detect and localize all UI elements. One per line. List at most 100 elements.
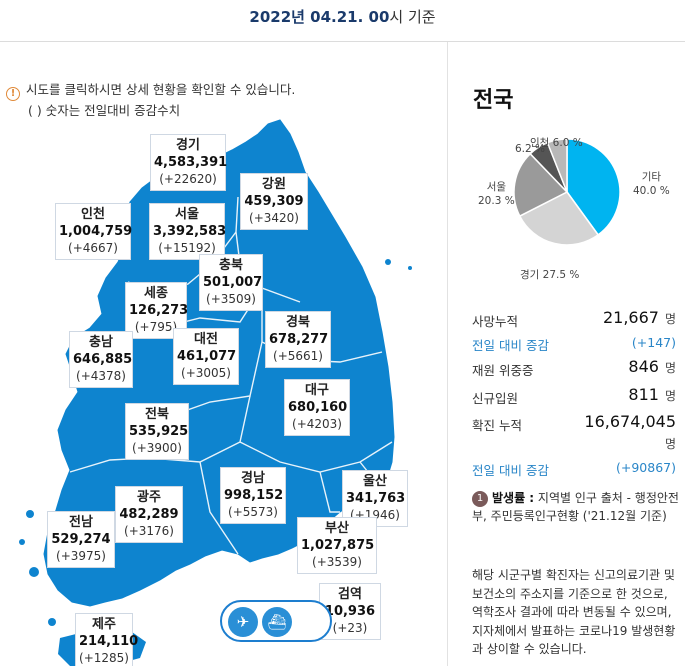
region-name: 인천	[81, 207, 105, 222]
region-seoul[interactable]: 서울 3,392,583 (+15192)	[150, 204, 226, 259]
region-gyeonggi[interactable]: 경기 4,583,391 (+22620)	[151, 135, 228, 190]
region-name: 부산	[325, 521, 349, 536]
region-diff: (+3005)	[181, 366, 231, 380]
region-value: 646,885	[73, 352, 133, 367]
pie-slice[interactable]	[546, 138, 568, 193]
region-jeonbuk[interactable]: 전북 535,925 (+3900)	[126, 404, 188, 459]
stat-value: 16,674,045	[584, 412, 676, 431]
stat-value: 846	[628, 357, 659, 376]
quarantine-transport-badge[interactable]: ✈ ⛴	[220, 600, 332, 642]
region-busan[interactable]: 부산 1,027,875 (+3539)	[298, 518, 376, 573]
region-diff: (+3900)	[132, 441, 182, 455]
pie-label-etc: 기타 40.0 %	[633, 170, 670, 198]
pie-slice[interactable]	[513, 152, 569, 218]
region-name: 경남	[241, 471, 265, 486]
region-name: 전남	[69, 515, 93, 530]
ship-icon: ⛴	[262, 607, 292, 637]
pie-label-name: 기타	[641, 171, 662, 183]
island	[26, 510, 34, 518]
footnote-text: 지역별 인구 출처 - 행정안전부, 주민등록인구현황 ('21.12월 기준)	[472, 491, 679, 523]
national-title: 전국	[473, 88, 514, 113]
region-value: 1,004,759	[59, 224, 133, 239]
header: 2022년 04.21. 00시 기준	[0, 0, 685, 42]
footnote-incidence: 1 발생률 : 지역별 인구 출처 - 행정안전부, 주민등록인구현황 ('21.…	[472, 489, 682, 525]
region-daegu[interactable]: 대구 680,160 (+4203)	[285, 380, 349, 435]
region-diff: (+1285)	[79, 651, 129, 665]
region-value: 4,583,391	[154, 155, 228, 170]
stat-confirmed: 확진 누적 16,674,045 명	[472, 412, 676, 455]
region-diff: (+3975)	[56, 549, 106, 563]
pie-label-pct: 6.2 %	[515, 143, 546, 155]
region-value: 680,160	[288, 400, 348, 415]
pie-label-name: 경기	[520, 269, 540, 281]
island	[385, 259, 391, 265]
date-value: 2022년 04.21. 00	[249, 8, 390, 26]
stat-value: (+147)	[631, 335, 676, 350]
info-line-1: 시도를 클릭하시면 상세 현황을 확인할 수 있습니다.	[26, 82, 296, 97]
stat-unit: 명	[664, 389, 676, 403]
stat-value-wrap: 811 명	[628, 385, 676, 404]
region-name: 제주	[92, 617, 116, 632]
region-diff: (+4378)	[76, 369, 126, 383]
region-value: 459,309	[244, 194, 304, 209]
stat-label: 재원 위중증	[472, 363, 534, 378]
region-diff: (+22620)	[159, 172, 217, 186]
region-value: 10,936	[324, 604, 376, 619]
region-diff: (+23)	[332, 621, 368, 635]
national-panel: 전국 기타 40.0 % 경기 27.5 % 서울 20.3 % 6.2 % 인…	[447, 42, 685, 666]
region-diff: (+795)	[134, 320, 178, 334]
region-name: 전북	[145, 407, 169, 422]
region-diff: (+3176)	[124, 524, 174, 538]
region-share-pie	[513, 138, 621, 246]
region-name: 경기	[176, 138, 200, 153]
region-name: 서울	[175, 207, 199, 222]
region-value: 535,925	[129, 424, 189, 439]
stat-label: 전일 대비 증감	[472, 338, 549, 353]
region-diff: (+4667)	[68, 241, 118, 255]
island	[29, 567, 39, 577]
stat-value-wrap: 846 명	[628, 357, 676, 376]
region-diff: (+15192)	[158, 241, 216, 255]
region-incheon[interactable]: 인천 1,004,759 (+4667)	[56, 204, 133, 259]
region-ulsan[interactable]: 울산 341,763 (+1946)	[343, 471, 407, 526]
region-chungbuk[interactable]: 충북 501,007 (+3509)	[200, 255, 262, 310]
region-name: 대구	[305, 383, 329, 398]
region-sejong[interactable]: 세종 126,273 (+795)	[126, 283, 188, 338]
stat-label: 사망누적	[472, 314, 519, 329]
region-name: 세종	[144, 286, 168, 301]
stat-value-wrap: 21,667 명	[603, 308, 676, 327]
region-daejeon[interactable]: 대전 461,077 (+3005)	[174, 329, 238, 384]
region-gwangju[interactable]: 광주 482,289 (+3176)	[116, 487, 182, 542]
region-name: 광주	[137, 490, 161, 505]
airplane-icon: ✈	[228, 607, 258, 637]
region-value: 1,027,875	[301, 538, 375, 553]
stat-label: 신규입원	[472, 391, 519, 406]
pie-label-name: 서울	[486, 181, 507, 193]
region-value: 678,277	[269, 332, 329, 347]
stat-unit: 명	[664, 312, 676, 326]
region-gangwon[interactable]: 강원 459,309 (+3420)	[241, 174, 307, 229]
stat-label: 전일 대비 증감	[472, 463, 549, 478]
region-diff: (+3539)	[312, 555, 362, 569]
region-jeonnam[interactable]: 전남 529,274 (+3975)	[48, 512, 114, 567]
region-name: 대전	[194, 332, 218, 347]
pie-label-other-pct: 6.2 %	[515, 142, 545, 156]
island	[19, 539, 25, 545]
stat-unit: 명	[664, 437, 676, 451]
region-value: 482,289	[119, 507, 179, 522]
footnote-bold: 발생률 :	[492, 491, 535, 505]
pie-label-pct: 6.0 %	[552, 137, 583, 149]
region-gyeongbuk[interactable]: 경북 678,277 (+5661)	[266, 312, 330, 367]
pie-label-pct: 27.5 %	[542, 269, 580, 281]
stat-label: 확진 누적	[472, 418, 522, 433]
pie-label-pct: 20.3 %	[478, 195, 515, 207]
region-chungnam[interactable]: 충남 646,885 (+4378)	[70, 332, 132, 387]
pie-slice[interactable]	[518, 191, 600, 246]
info-line-2: ( ) 숫자는 전일대비 증감수치	[28, 103, 181, 118]
region-quarantine[interactable]: 검역 10,936 (+23)	[320, 584, 380, 639]
date-line: 2022년 04.21. 00시 기준	[0, 6, 685, 27]
region-gyeongnam[interactable]: 경남 998,152 (+5573)	[221, 468, 285, 523]
region-jeju[interactable]: 제주 214,110 (+1285)	[76, 614, 138, 666]
info-circle-icon: !	[6, 87, 20, 101]
pie-slice[interactable]	[566, 138, 621, 236]
